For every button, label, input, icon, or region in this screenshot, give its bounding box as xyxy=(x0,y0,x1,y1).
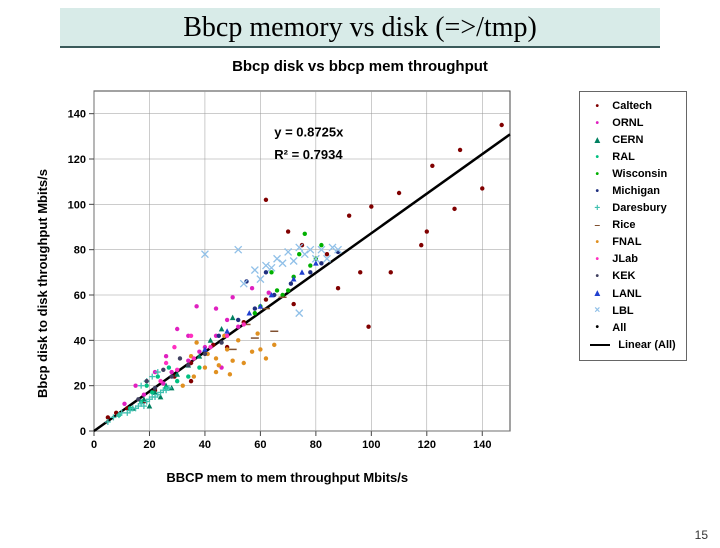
scatter-plot: 0 20 40 60 80 100 120 140 0 20 40 60 80 100 120 140 y = … xyxy=(52,81,522,461)
svg-text:0: 0 xyxy=(91,439,97,451)
legend-item: •FNAL xyxy=(590,234,675,251)
svg-text:20: 20 xyxy=(144,439,156,451)
svg-text:20: 20 xyxy=(74,381,86,393)
legend-item-linear: Linear (All) xyxy=(590,337,675,354)
svg-text:0: 0 xyxy=(80,426,86,438)
legend-item: ×LBL xyxy=(590,303,675,320)
legend: •Caltech•ORNL▲CERN•RAL•Wisconsin•Michiga… xyxy=(579,91,686,361)
svg-text:100: 100 xyxy=(362,439,380,451)
legend-item: •RAL xyxy=(590,149,675,166)
legend-item: •Wisconsin xyxy=(590,166,675,183)
y-axis-label: Bbcp disk to disk throughput Mbits/s xyxy=(33,169,52,398)
svg-text:120: 120 xyxy=(418,439,436,451)
legend-item: •Caltech xyxy=(590,98,675,115)
chart-title: Bbcp disk vs bbcp mem throughput xyxy=(0,58,720,75)
svg-text:80: 80 xyxy=(310,439,322,451)
legend-item: ▲CERN xyxy=(590,132,675,149)
svg-text:60: 60 xyxy=(255,439,267,451)
legend-item: +Daresbury xyxy=(590,200,675,217)
legend-item: •KEK xyxy=(590,268,675,285)
svg-text:100: 100 xyxy=(68,199,86,211)
svg-text:140: 140 xyxy=(68,109,86,121)
svg-text:40: 40 xyxy=(199,439,211,451)
svg-text:R² = 0.7934: R² = 0.7934 xyxy=(275,147,344,162)
svg-text:140: 140 xyxy=(473,439,491,451)
chart-area: Bbcp disk to disk throughput Mbits/s 0 20… xyxy=(0,81,720,485)
legend-item: •ORNL xyxy=(590,115,675,132)
legend-item: •JLab xyxy=(590,251,675,268)
legend-item: •Michigan xyxy=(590,183,675,200)
svg-text:80: 80 xyxy=(74,245,86,257)
legend-item: •All xyxy=(590,320,675,337)
legend-item: –Rice xyxy=(590,217,675,234)
legend-item: ▲LANL xyxy=(590,286,675,303)
x-axis-label: BBCP mem to mem throughput Mbits/s xyxy=(52,470,522,485)
svg-text:120: 120 xyxy=(68,154,86,166)
svg-text:60: 60 xyxy=(74,290,86,302)
svg-text:y = 0.8725x: y = 0.8725x xyxy=(275,124,345,139)
slide-title: Bbcp memory vs disk (=>/tmp) xyxy=(60,8,660,48)
svg-text:40: 40 xyxy=(74,335,86,347)
